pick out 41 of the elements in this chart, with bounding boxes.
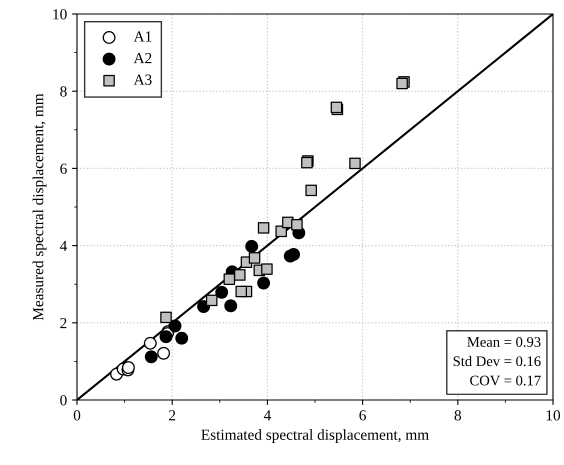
- point: [168, 319, 182, 332]
- legend-label: A2: [134, 52, 152, 64]
- y-tick-label: 4: [60, 240, 68, 251]
- point: [144, 350, 158, 364]
- point: [224, 273, 236, 285]
- point: [235, 286, 247, 298]
- legend-label: A3: [134, 74, 152, 85]
- point: [245, 240, 258, 253]
- point: [224, 299, 238, 312]
- y-axis-title: Measured spectral displacement, mm: [32, 94, 46, 320]
- y-tick-label: 2: [60, 318, 66, 328]
- x-axis-title: Estimated spectral displacement, mm: [201, 429, 429, 443]
- annotation: Mean = 0.93 Std Dev = 0.16 COV = 0.17: [454, 337, 541, 386]
- y-tick-label: 6: [60, 164, 67, 174]
- point: [349, 158, 361, 170]
- y-tick-label: 8: [60, 86, 67, 97]
- x-tick-label: 8: [454, 410, 462, 420]
- x-tick-label: 4: [264, 410, 271, 420]
- point: [157, 346, 170, 360]
- point: [248, 252, 260, 264]
- x-tick-label: 2: [169, 410, 176, 420]
- legend-label: A1: [134, 31, 152, 42]
- x-tick-label: 10: [546, 410, 560, 420]
- x-tick-label: 0: [74, 410, 80, 420]
- point: [215, 286, 228, 299]
- point: [206, 294, 218, 306]
- point: [275, 226, 287, 238]
- point: [287, 248, 300, 261]
- y-tick-label: 10: [53, 9, 67, 20]
- point: [257, 276, 270, 290]
- point: [160, 312, 172, 324]
- point: [258, 222, 270, 234]
- y-tick-label: 0: [60, 395, 67, 406]
- point: [144, 336, 157, 350]
- point: [234, 269, 246, 281]
- point: [175, 332, 188, 345]
- point: [261, 263, 273, 275]
- point: [160, 330, 172, 344]
- point: [291, 218, 303, 231]
- x-tick-label: 6: [359, 410, 366, 420]
- point: [305, 184, 317, 196]
